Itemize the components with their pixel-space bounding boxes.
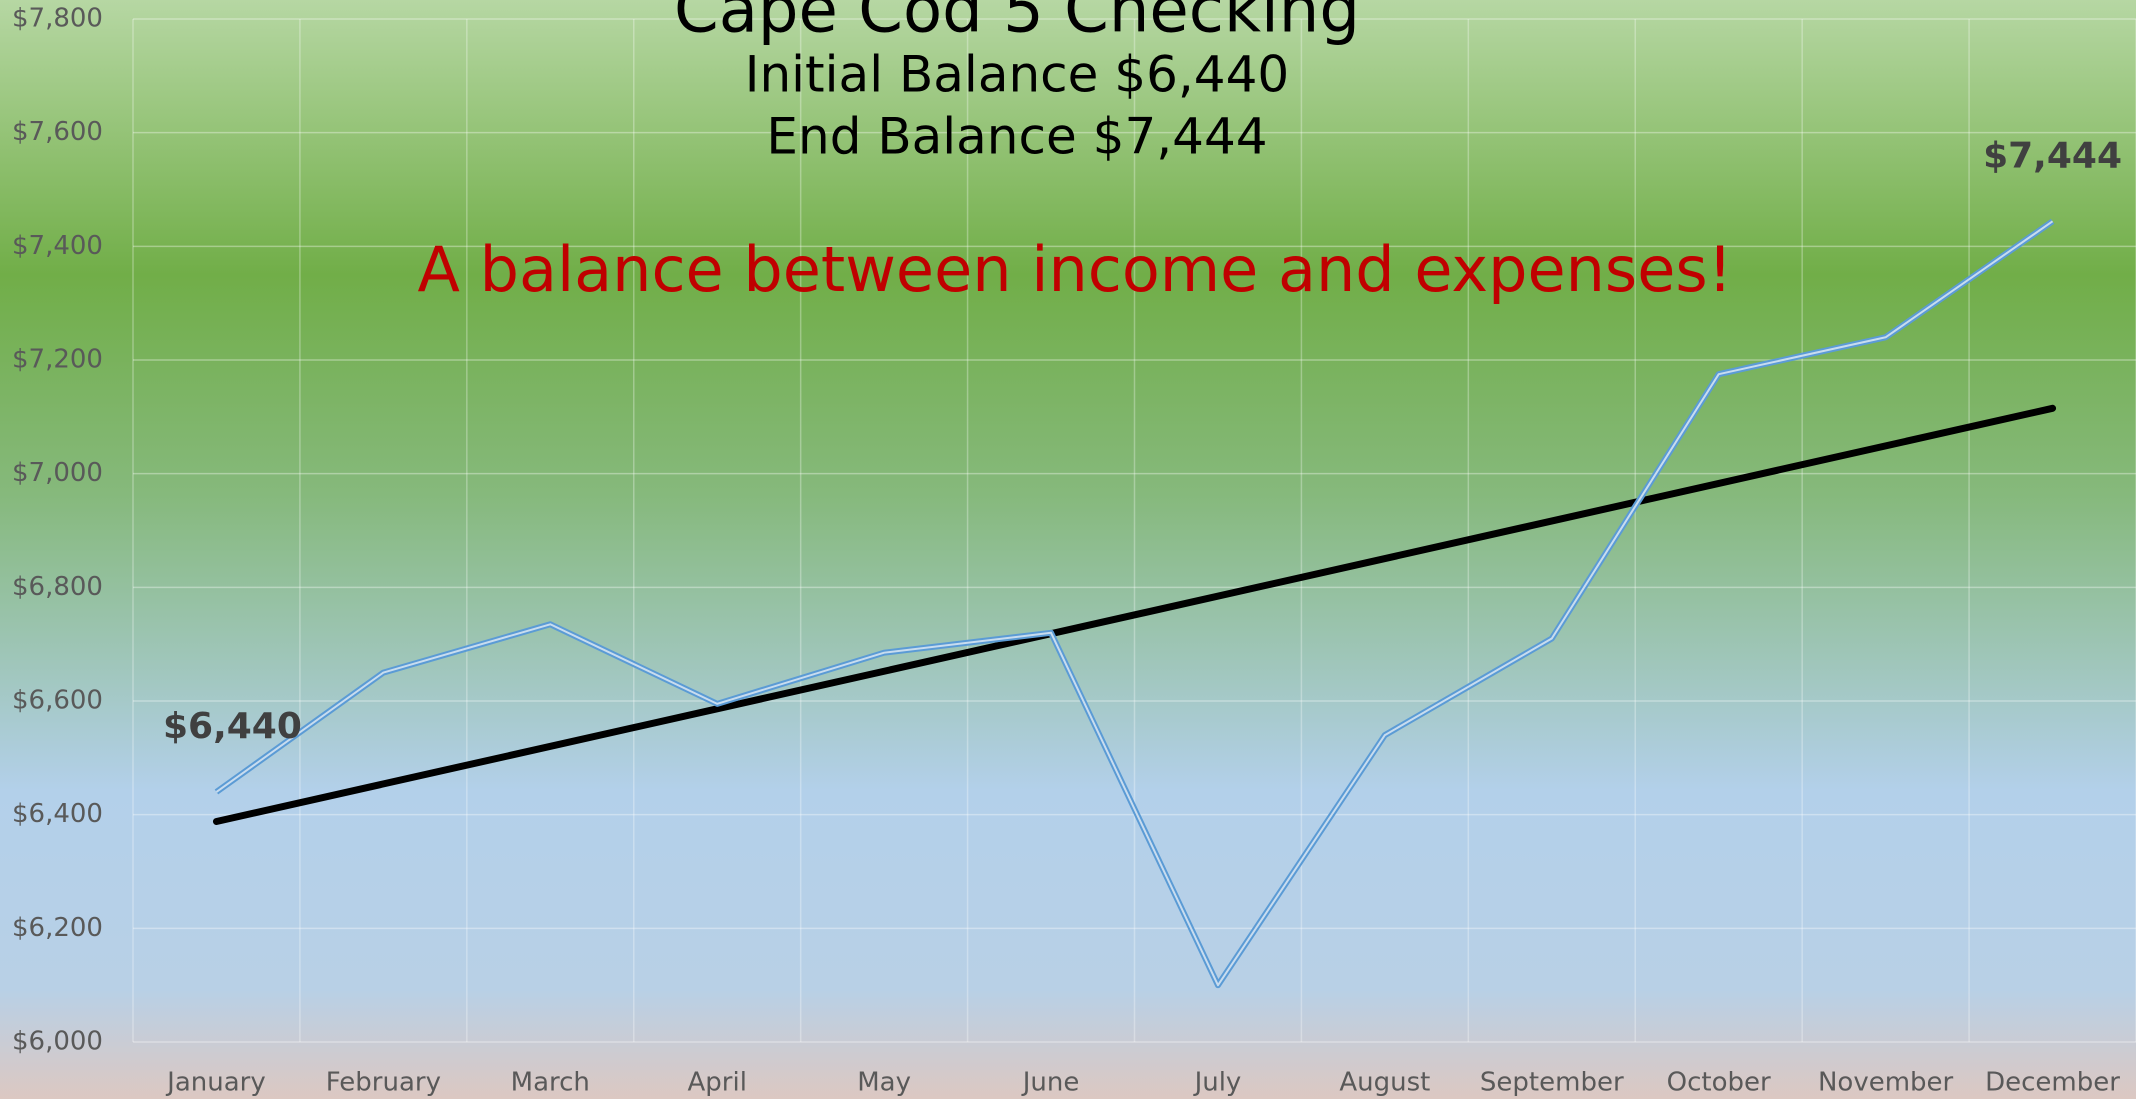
y-tick-label: $7,400 xyxy=(12,231,103,261)
x-tick-label: June xyxy=(1021,1068,1080,1098)
y-tick-label: $6,800 xyxy=(12,572,103,602)
chart-title: Cape Cod 5 Checking xyxy=(674,0,1360,48)
y-tick-label: $6,400 xyxy=(12,799,103,829)
subtitle: End Balance $7,444 xyxy=(766,108,1267,166)
y-tick-label: $6,000 xyxy=(12,1027,103,1057)
trendline xyxy=(212,404,2057,825)
x-tick-label: May xyxy=(857,1068,911,1098)
data-label: $6,440 xyxy=(163,706,302,747)
x-tick-label: January xyxy=(165,1068,266,1098)
subtitle: Initial Balance $6,440 xyxy=(745,46,1290,104)
y-tick-label: $7,000 xyxy=(12,458,103,488)
x-tick-label: March xyxy=(511,1068,590,1098)
x-tick-label: July xyxy=(1193,1068,1242,1098)
data-label: $7,444 xyxy=(1983,135,2122,176)
x-tick-label: February xyxy=(326,1068,441,1098)
y-tick-label: $7,600 xyxy=(12,117,103,147)
y-tick-label: $7,200 xyxy=(12,345,103,375)
y-tick-label: $6,600 xyxy=(12,686,103,716)
x-tick-label: September xyxy=(1480,1068,1624,1098)
x-tick-label: August xyxy=(1339,1068,1430,1098)
x-tick-label: April xyxy=(687,1068,746,1098)
series-line-inner xyxy=(215,220,2054,987)
annotation: A balance between income and expenses! xyxy=(417,233,1732,306)
x-tick-label: October xyxy=(1667,1068,1771,1098)
x-tick-label: December xyxy=(1985,1068,2120,1098)
y-tick-label: $7,800 xyxy=(12,4,103,34)
y-tick-label: $6,200 xyxy=(12,913,103,943)
x-tick-label: November xyxy=(1818,1068,1954,1098)
grid xyxy=(132,18,2136,1043)
